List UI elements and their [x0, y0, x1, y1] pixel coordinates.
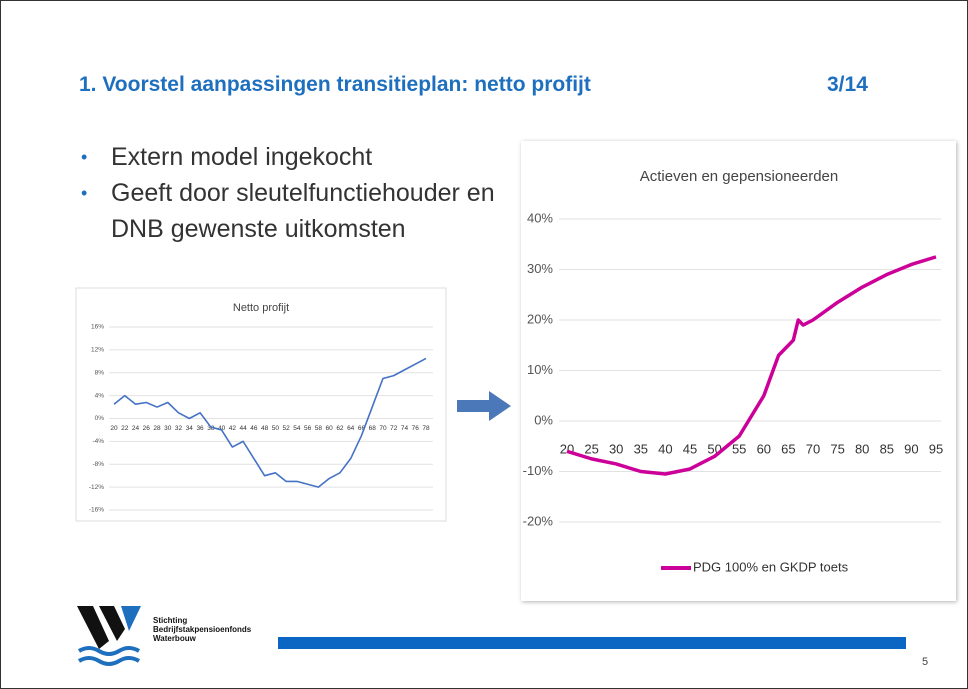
x-tick-label: 44 — [239, 425, 247, 432]
y-tick-label: 12% — [91, 347, 104, 354]
x-tick-label: 25 — [584, 441, 598, 456]
x-tick-label: 66 — [358, 425, 366, 432]
x-tick-label: 62 — [336, 425, 344, 432]
x-tick-label: 60 — [326, 425, 334, 432]
x-tick-label: 36 — [196, 425, 204, 432]
x-tick-label: 26 — [143, 425, 151, 432]
y-tick-label: -12% — [89, 484, 104, 491]
y-tick-label: -10% — [523, 463, 554, 478]
x-tick-label: 90 — [904, 441, 918, 456]
x-tick-label: 95 — [929, 441, 943, 456]
bullet-list: Extern model ingekocht Geeft door sleute… — [79, 139, 509, 247]
y-tick-label: 0% — [534, 412, 553, 427]
y-tick-label: 30% — [527, 261, 553, 276]
x-tick-label: 74 — [401, 425, 409, 432]
x-tick-label: 42 — [229, 425, 237, 432]
y-tick-label: 20% — [527, 311, 553, 326]
x-tick-label: 55 — [732, 441, 746, 456]
x-tick-label: 68 — [369, 425, 377, 432]
x-tick-label: 70 — [379, 425, 387, 432]
y-tick-label: 8% — [95, 369, 105, 376]
x-tick-label: 35 — [634, 441, 648, 456]
x-tick-label: 58 — [315, 425, 323, 432]
x-tick-label: 34 — [186, 425, 194, 432]
slide-counter: 3/14 — [827, 73, 868, 96]
x-tick-label: 38 — [207, 425, 215, 432]
logo-line: Stichting — [153, 616, 188, 625]
y-tick-label: 40% — [527, 210, 553, 225]
chart-title: Netto profijt — [233, 302, 289, 314]
legend-label: PDG 100% en GKDP toets — [693, 559, 849, 574]
x-tick-label: 65 — [781, 441, 795, 456]
bullet: Geeft door sleutelfunctiehouder en DNB g… — [79, 175, 509, 247]
x-tick-label: 60 — [757, 441, 771, 456]
page-number: 5 — [922, 656, 929, 668]
x-tick-label: 30 — [164, 425, 172, 432]
y-tick-label: 10% — [527, 362, 553, 377]
x-tick-label: 28 — [153, 425, 161, 432]
x-tick-label: 76 — [412, 425, 420, 432]
x-tick-label: 46 — [250, 425, 258, 432]
arrow — [457, 391, 511, 421]
x-tick-label: 64 — [347, 425, 355, 432]
chart-box — [75, 287, 447, 522]
x-tick-label: 40 — [658, 441, 672, 456]
y-tick-label: -16% — [89, 507, 104, 514]
y-tick-label: 16% — [91, 324, 104, 331]
y-tick-label: -4% — [92, 438, 104, 445]
footer-bar — [278, 637, 906, 649]
x-tick-label: 72 — [390, 425, 398, 432]
slide-title: 1. Voorstel aanpassingen transitieplan: … — [79, 73, 591, 96]
x-tick-label: 54 — [293, 425, 301, 432]
x-tick-label: 80 — [855, 441, 869, 456]
x-tick-label: 52 — [283, 425, 291, 432]
y-tick-label: 4% — [95, 392, 105, 399]
x-tick-label: 70 — [806, 441, 820, 456]
x-tick-label: 56 — [304, 425, 312, 432]
x-tick-label: 45 — [683, 441, 697, 456]
x-tick-label: 78 — [422, 425, 430, 432]
line-series — [566, 255, 937, 476]
bullet: Extern model ingekocht — [79, 139, 509, 175]
x-tick-label: 20 — [110, 425, 118, 432]
logo-line: Bedrijfstakpensioenfonds — [153, 625, 252, 634]
y-tick-label: 0% — [95, 415, 105, 422]
x-tick-label: 30 — [609, 441, 623, 456]
x-tick-label: 50 — [272, 425, 280, 432]
x-tick-label: 22 — [121, 425, 129, 432]
x-tick-label: 40 — [218, 425, 226, 432]
x-tick-label: 85 — [880, 441, 894, 456]
x-tick-label: 75 — [830, 441, 844, 456]
logo-text: Stichting Bedrijfstakpensioenfonds Water… — [153, 616, 251, 643]
logo — [77, 606, 141, 666]
logo-line: Waterbouw — [153, 634, 196, 643]
x-tick-label: 24 — [132, 425, 140, 432]
x-tick-label: 32 — [175, 425, 183, 432]
line-series — [113, 357, 427, 488]
y-tick-label: -8% — [92, 461, 104, 468]
x-tick-label: 48 — [261, 425, 269, 432]
y-tick-label: -20% — [523, 513, 554, 528]
chart-title: Actieven en gepensioneerden — [640, 168, 839, 185]
